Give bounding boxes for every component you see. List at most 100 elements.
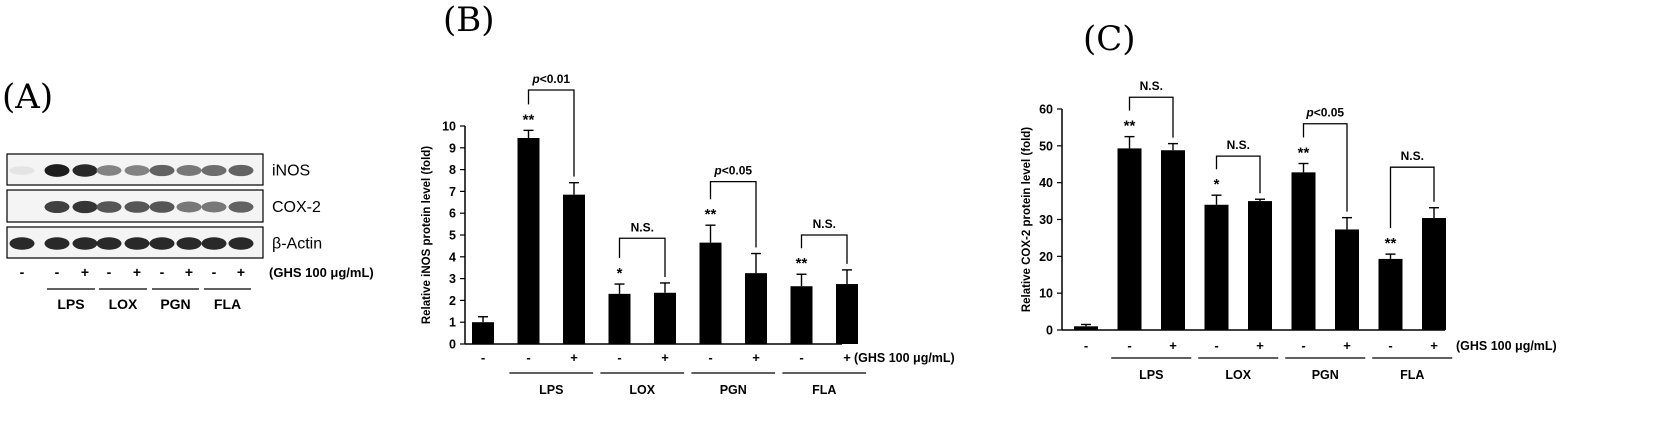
significance-star: **: [1124, 118, 1136, 135]
comparison-bracket: [709, 180, 757, 248]
x-sign-label: +: [661, 350, 669, 365]
bar: [1422, 218, 1446, 330]
band-inos-lane-2: [44, 164, 70, 177]
band-actin-lane-3: [72, 237, 98, 250]
band-inos-lane-3: [72, 164, 98, 177]
band-cox2-lane-8: [201, 201, 227, 213]
band-inos-lane-7: [176, 165, 202, 176]
group-label-lps: LPS: [1139, 368, 1163, 382]
band-cox2-lane-3: [72, 200, 98, 214]
comparison-label: N.S.: [1140, 79, 1163, 93]
comparison-label: N.S.: [1227, 138, 1250, 152]
treatment-sign: +: [133, 264, 141, 280]
x-sign-label: -: [617, 350, 621, 365]
bar: [1117, 148, 1142, 330]
band-actin-lane-1: [9, 237, 35, 250]
treatment-sign: -: [212, 264, 217, 280]
bar-chart-cox2: 0 10 20 30 40 50 60 Relative COX-2 protein leve…: [1021, 79, 1557, 382]
x-sign-label: +: [752, 350, 760, 365]
significance-star: **: [705, 206, 717, 223]
bar: [699, 242, 722, 344]
bar: [790, 286, 813, 344]
treatment-sign: +: [237, 264, 245, 280]
blot-label-inos: iNOS: [272, 163, 310, 180]
bar: [654, 292, 676, 344]
bar: [1248, 201, 1272, 330]
comparison-label: N.S.: [813, 217, 836, 231]
y-tick-label: 0: [1046, 324, 1053, 338]
band-inos-lane-1: [9, 166, 35, 175]
x-sign-label: -: [1388, 338, 1392, 353]
bar: [1378, 258, 1403, 330]
blot-label-actin: β-Actin: [272, 236, 322, 253]
band-actin-lane-2: [44, 237, 70, 250]
group-label-fla: FLA: [1400, 368, 1424, 382]
x-sign-label: -: [799, 350, 803, 365]
group-label-pgn: PGN: [720, 383, 747, 397]
band-cox2-lane-5: [124, 201, 150, 213]
y-tick-label: 7: [449, 185, 456, 199]
bar: [563, 194, 585, 344]
comparison-label: p<0.05: [713, 164, 752, 178]
comparison-bracket: [800, 234, 848, 264]
significance-star: *: [1214, 176, 1220, 193]
group-label-pgn: PGN: [160, 296, 190, 312]
comparison-label: N.S.: [1401, 149, 1424, 163]
y-tick-label: 0: [449, 338, 456, 352]
group-label-lps: LPS: [57, 296, 84, 312]
comparison-bracket: [527, 89, 575, 177]
comparison-bracket: [618, 237, 666, 277]
bar: [836, 284, 858, 344]
band-actin-lane-5: [124, 237, 150, 250]
y-tick-label: 4: [449, 250, 456, 264]
bar: [1204, 204, 1229, 330]
x-sign-label: -: [708, 350, 712, 365]
significance-star: **: [523, 111, 535, 128]
blot-label-cox2: COX-2: [272, 199, 321, 216]
band-actin-lane-6: [149, 237, 175, 250]
y-axis-label: Relative iNOS protein level (fold): [421, 146, 433, 324]
comparison-bracket: [1215, 155, 1261, 194]
y-tick-label: 10: [1039, 287, 1053, 301]
band-inos-lane-4: [96, 165, 122, 176]
x-sign-label: -: [526, 350, 530, 365]
x-sign-label: -: [1301, 338, 1305, 353]
band-inos-lane-6: [149, 164, 175, 177]
x-sign-label: -: [1127, 338, 1131, 353]
y-tick-label: 5: [449, 229, 456, 243]
significance-star: **: [1385, 235, 1397, 252]
comparison-label: p<0.01: [531, 72, 570, 86]
band-cox2-lane-7: [176, 201, 202, 213]
panel-b-label: (B): [443, 0, 495, 40]
bar: [1074, 326, 1098, 330]
band-inos-lane-5: [124, 165, 150, 176]
y-tick-label: 40: [1039, 176, 1053, 190]
treatment-sign: -: [20, 264, 25, 280]
band-actin-lane-8: [201, 237, 227, 250]
band-cox2-lane-6: [149, 201, 175, 213]
bar: [1335, 229, 1359, 330]
band-inos-lane-9: [228, 164, 254, 177]
group-label-fla: FLA: [812, 383, 836, 397]
treatment-label: (GHS 100 μg/mL): [854, 351, 955, 365]
y-tick-label: 60: [1039, 103, 1053, 117]
bar: [745, 273, 767, 344]
panel-c-label: (C): [1083, 19, 1136, 59]
x-sign-label: +: [570, 350, 578, 365]
y-tick-label: 10: [442, 120, 456, 134]
group-label-lox: LOX: [629, 383, 655, 397]
blot-panel: iNOS COX-2 β-Actin - - + - + - + - + (GHS 100 μg/mL)…: [6, 153, 374, 312]
y-tick-label: 1: [449, 316, 456, 330]
y-tick-label: 30: [1039, 213, 1053, 227]
comparison-bracket: [1302, 123, 1348, 212]
treatment-sign: +: [185, 264, 193, 280]
bar: [608, 293, 631, 344]
bar: [1161, 150, 1185, 330]
band-actin-lane-4: [96, 237, 122, 250]
x-sign-label: +: [1256, 338, 1264, 353]
group-label-pgn: PGN: [1312, 368, 1339, 382]
treatment-sign: -: [107, 264, 112, 280]
y-tick-label: 9: [449, 141, 456, 155]
treatment-sign: +: [81, 264, 89, 280]
panel-a-label: (A): [2, 77, 54, 117]
